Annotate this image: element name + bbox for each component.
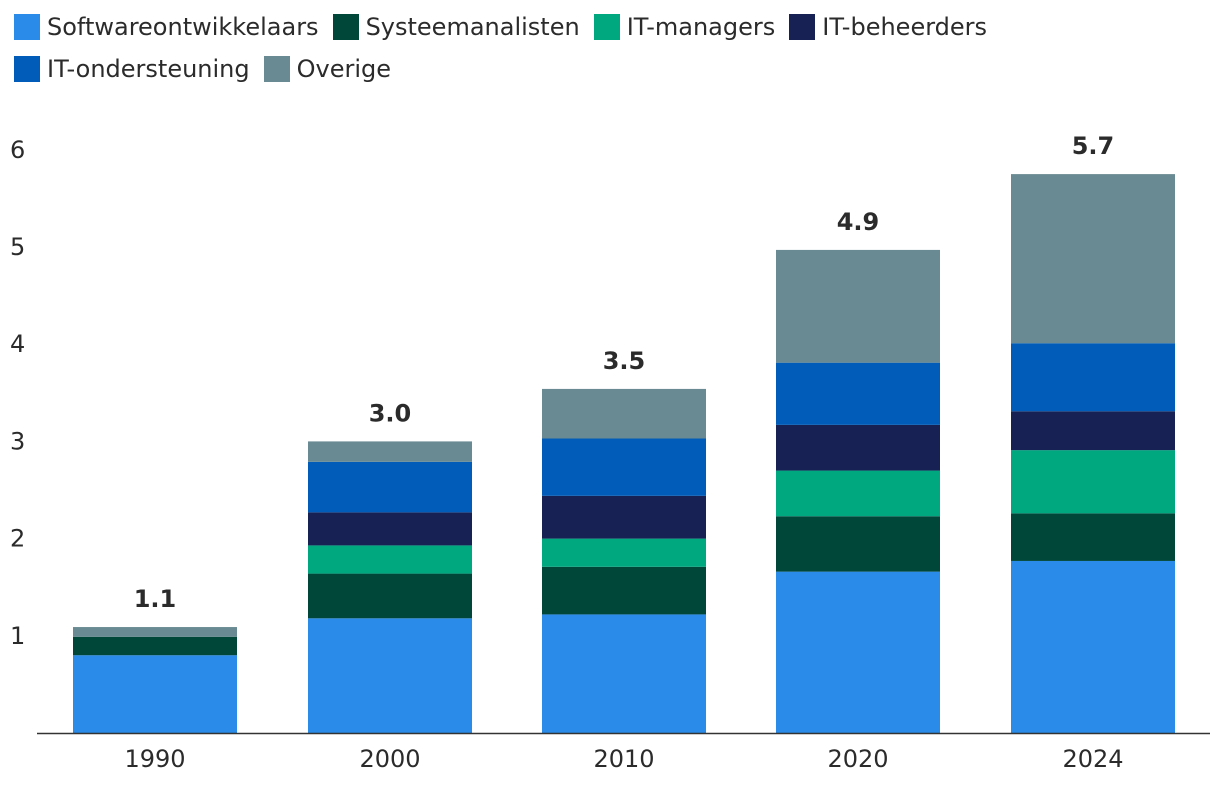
bar-segment: [1011, 513, 1175, 561]
legend-label: IT-managers: [626, 13, 776, 41]
legend-label: Systeemanalisten: [365, 13, 580, 41]
total-label: 1.1: [134, 585, 177, 613]
bar-segment: [73, 655, 237, 733]
bar-segment: [542, 614, 706, 733]
legend-label: IT-beheerders: [822, 13, 988, 41]
legend-label: Softwareontwikkelaars: [47, 13, 319, 41]
total-label: 3.0: [369, 399, 412, 427]
bar-segment: [1011, 343, 1175, 412]
bar-segment: [308, 545, 472, 574]
bar-segment: [1011, 174, 1175, 344]
legend-item-it-beheerders: IT-beheerders: [789, 13, 987, 41]
legend-item-it-ondersteuning: IT-ondersteuning: [14, 55, 250, 83]
total-label: 4.9: [837, 208, 880, 236]
y-tick-label: 1: [10, 622, 25, 650]
bar-segment: [776, 424, 940, 471]
total-label: 3.5: [603, 347, 646, 375]
bar-segment: [776, 571, 940, 733]
legend-item-it-managers: IT-managers: [593, 13, 776, 41]
bar-segment: [308, 618, 472, 733]
bar-segment: [308, 573, 472, 619]
legend-swatch: [263, 56, 290, 82]
y-tick-label: 4: [10, 330, 25, 358]
x-tick-label: 2010: [593, 745, 654, 773]
x-tick-label: 2024: [1062, 745, 1123, 773]
bar-segment: [542, 438, 706, 496]
legend-swatch: [14, 56, 40, 82]
legend-item-systeemanalisten: Systeemanalisten: [332, 13, 580, 41]
bar-segment: [776, 362, 940, 425]
y-tick-label: 2: [10, 525, 25, 553]
legend-swatch: [14, 14, 40, 40]
bar-segment: [542, 495, 706, 539]
legend-swatch: [593, 14, 620, 40]
bar-segment: [542, 538, 706, 567]
legend-swatch: [332, 14, 359, 40]
legend-swatch: [789, 14, 816, 40]
bar-segment: [73, 627, 237, 637]
x-tick-label: 2020: [827, 745, 888, 773]
bar-segment: [1011, 450, 1175, 514]
legend-item-overige: Overige: [263, 55, 392, 83]
bar-segment: [542, 566, 706, 615]
y-tick-label: 5: [10, 233, 25, 261]
legend-row-1: Softwareontwikkelaars Systeemanalisten I…: [14, 8, 1204, 46]
bar-segment: [308, 441, 472, 462]
bar-segment: [308, 512, 472, 546]
bar-segment: [1011, 411, 1175, 451]
y-tick-label: 6: [10, 136, 25, 164]
legend-label: IT-ondersteuning: [47, 55, 250, 83]
x-tick-label: 1990: [124, 745, 185, 773]
bar-segment: [776, 516, 940, 572]
legend: Softwareontwikkelaars Systeemanalisten I…: [14, 8, 1204, 92]
x-tick-label: 2000: [359, 745, 420, 773]
legend-label: Overige: [296, 55, 392, 83]
legend-row-2: IT-ondersteuning Overige: [14, 50, 1204, 88]
bar-segment: [776, 470, 940, 517]
bar-segment: [73, 636, 237, 656]
bar-segment: [308, 461, 472, 513]
total-label: 5.7: [1072, 132, 1115, 160]
legend-item-softwareontwikkelaars: Softwareontwikkelaars: [14, 13, 319, 41]
bar-segment: [1011, 560, 1175, 733]
bar-segment: [776, 249, 940, 363]
y-tick-label: 3: [10, 427, 25, 455]
bar-segment: [542, 388, 706, 439]
